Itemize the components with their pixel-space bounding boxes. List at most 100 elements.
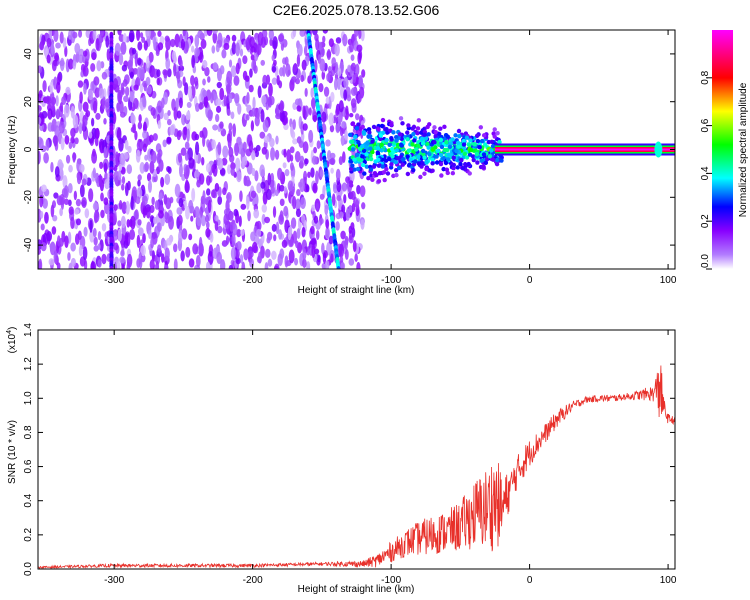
heatmap-cell bbox=[156, 69, 161, 78]
heatmap-cell bbox=[93, 210, 100, 223]
heatmap-cell bbox=[287, 180, 294, 192]
heatmap-cell bbox=[474, 133, 480, 139]
heatmap-cell bbox=[49, 242, 55, 250]
heatmap-cell bbox=[41, 184, 47, 193]
heatmap-cell bbox=[378, 133, 383, 138]
heatmap-cell bbox=[192, 243, 199, 255]
heatmap-cell bbox=[169, 196, 174, 204]
heatmap-cell bbox=[492, 127, 497, 132]
heatmap-cell bbox=[330, 91, 335, 103]
heatmap-cell bbox=[393, 159, 399, 165]
heatmap-cell bbox=[259, 131, 266, 139]
heatmap-cell bbox=[205, 163, 211, 173]
heatmap-cell bbox=[350, 98, 357, 109]
heatmap-cell bbox=[442, 147, 447, 153]
heatmap-cell bbox=[371, 124, 377, 130]
heatmap-cell bbox=[350, 222, 355, 231]
heatmap-cell bbox=[377, 171, 383, 176]
heatmap-cell bbox=[223, 213, 230, 226]
heatmap-cell bbox=[150, 31, 156, 38]
heatmap-cell bbox=[205, 221, 210, 229]
heatmap-cell bbox=[179, 163, 183, 178]
heatmap-cell bbox=[464, 155, 470, 160]
heatmap-cell bbox=[239, 48, 244, 57]
heatmap-cell bbox=[70, 127, 76, 138]
heatmap-cell bbox=[301, 226, 306, 238]
heatmap-cell bbox=[157, 244, 162, 253]
heatmap-cell bbox=[164, 264, 169, 269]
heatmap-cell bbox=[362, 171, 367, 176]
heatmap-cell bbox=[467, 171, 472, 176]
heatmap-cell bbox=[389, 162, 394, 167]
heatmap-cell bbox=[256, 220, 262, 231]
heatmap-cell bbox=[153, 36, 157, 51]
heatmap-cell bbox=[239, 254, 244, 264]
heatmap-cell bbox=[296, 105, 302, 112]
heatmap-cell bbox=[467, 143, 472, 148]
heatmap-cell bbox=[229, 211, 234, 221]
heatmap-cell bbox=[271, 54, 275, 62]
snr-x-label: Height of straight line (km) bbox=[298, 584, 415, 595]
x-tick-label: 0 bbox=[527, 275, 533, 286]
heatmap-cell bbox=[308, 107, 312, 116]
heatmap-cell bbox=[120, 41, 127, 55]
heatmap-cell bbox=[338, 100, 344, 113]
heatmap-cell bbox=[314, 33, 319, 42]
heatmap-cell bbox=[50, 161, 54, 173]
heatmap-cell bbox=[349, 183, 354, 188]
heatmap-cell bbox=[156, 100, 163, 113]
heatmap-cell bbox=[56, 235, 61, 247]
heatmap-cell bbox=[400, 157, 406, 162]
heatmap-cell bbox=[471, 157, 476, 163]
heatmap-cell bbox=[439, 144, 445, 150]
heatmap-cell bbox=[319, 193, 325, 200]
heatmap-cell bbox=[296, 54, 301, 67]
heatmap-cell bbox=[459, 157, 464, 163]
y-tick-label: 0.4 bbox=[23, 493, 34, 507]
heatmap-cell bbox=[190, 75, 195, 86]
heatmap-cell bbox=[45, 138, 50, 151]
y-tick-label: 20 bbox=[23, 96, 34, 108]
heatmap-cell bbox=[59, 193, 65, 206]
heatmap-cell bbox=[123, 95, 129, 103]
heatmap-cell bbox=[354, 126, 360, 131]
heatmap-cell bbox=[65, 86, 71, 95]
heatmap-cell bbox=[277, 253, 283, 267]
heatmap-cell bbox=[157, 30, 162, 37]
heatmap-cell bbox=[78, 122, 83, 135]
heatmap-cell bbox=[202, 78, 206, 86]
heatmap-cell bbox=[427, 151, 432, 157]
heatmap-cell bbox=[169, 124, 176, 136]
heatmap-cell bbox=[63, 185, 69, 199]
heatmap-cell bbox=[72, 114, 79, 129]
heatmap-cell bbox=[494, 161, 500, 167]
heatmap-cell bbox=[248, 140, 254, 153]
heatmap-cell bbox=[444, 167, 450, 172]
heatmap-cell bbox=[430, 168, 435, 173]
heatmap-cell bbox=[253, 208, 260, 219]
heatmap-cell bbox=[425, 124, 430, 130]
heatmap-cell bbox=[654, 141, 663, 158]
heatmap-cell bbox=[420, 141, 426, 146]
heatmap-cell bbox=[46, 54, 51, 64]
heatmap-cell bbox=[88, 131, 93, 139]
heatmap-cell bbox=[348, 258, 355, 266]
heatmap-cell bbox=[255, 144, 261, 152]
heatmap-cell bbox=[273, 234, 277, 242]
heatmap-cell bbox=[430, 161, 435, 166]
heatmap-cell bbox=[201, 156, 205, 166]
heatmap-cell bbox=[349, 42, 354, 53]
heatmap-cell bbox=[207, 141, 212, 152]
heatmap-cell bbox=[74, 42, 81, 54]
heatmap-cell bbox=[349, 139, 355, 145]
heatmap-cell bbox=[254, 150, 260, 158]
heatmap-cell bbox=[310, 225, 315, 235]
heatmap-cell bbox=[164, 211, 169, 221]
heatmap-cell bbox=[343, 76, 349, 89]
heatmap-cell bbox=[364, 164, 369, 169]
heatmap-cell bbox=[139, 101, 143, 109]
heatmap-cell bbox=[236, 240, 242, 251]
heatmap-cell bbox=[187, 85, 193, 99]
heatmap-cell bbox=[137, 219, 142, 226]
heatmap-cell bbox=[53, 192, 59, 199]
